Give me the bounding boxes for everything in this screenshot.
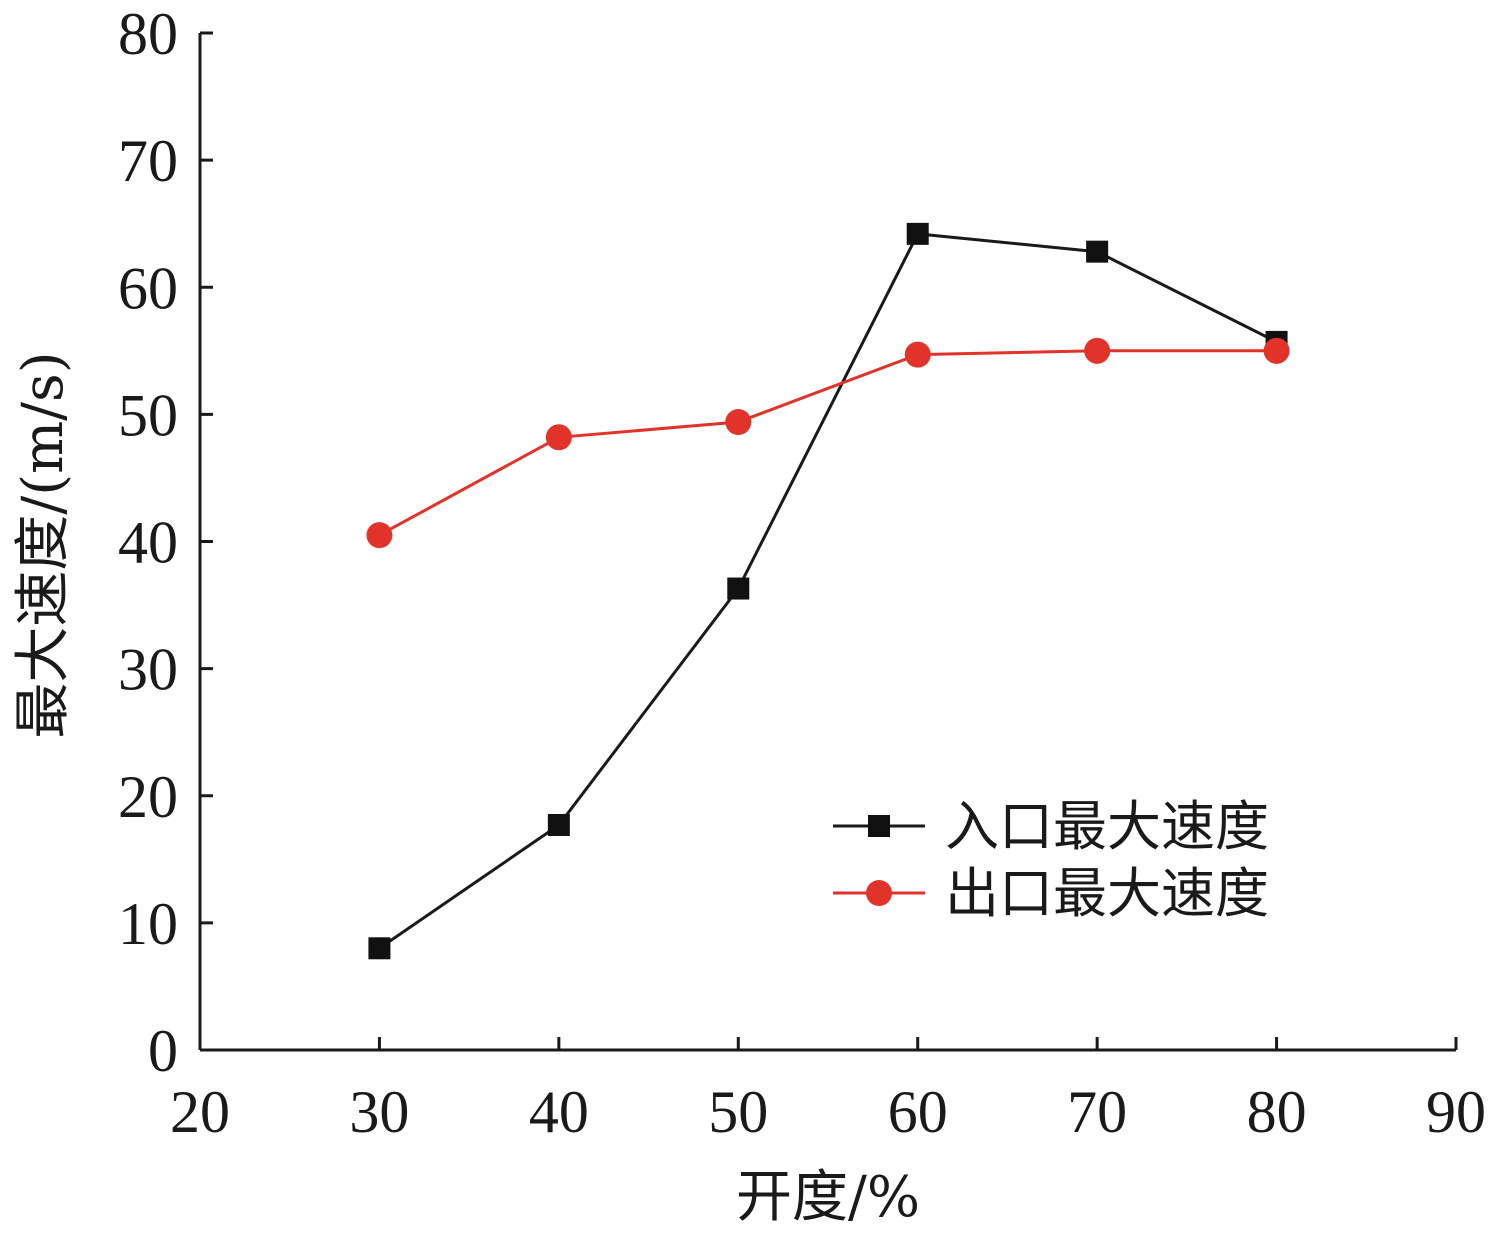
x-tick-label: 30 bbox=[349, 1079, 409, 1145]
data-point-inlet bbox=[368, 937, 391, 960]
x-axis-title: 开度/% bbox=[736, 1165, 920, 1230]
x-tick-label: 50 bbox=[708, 1079, 768, 1145]
x-tick-label: 40 bbox=[529, 1079, 589, 1145]
x-tick-label: 60 bbox=[888, 1079, 948, 1145]
y-tick-label: 30 bbox=[118, 637, 178, 703]
y-axis-title: 最大速度/(m/s) bbox=[11, 351, 76, 738]
legend-item-inlet: 入口最大速度 bbox=[833, 795, 1269, 858]
data-point-inlet bbox=[906, 222, 929, 245]
y-tick-label: 80 bbox=[118, 1, 178, 67]
data-point-outlet bbox=[1084, 337, 1111, 364]
legend-item-outlet: 出口最大速度 bbox=[833, 862, 1269, 925]
data-point-inlet bbox=[1086, 240, 1109, 263]
legend-marker-inlet bbox=[868, 815, 890, 837]
plot-lines bbox=[378, 232, 1278, 950]
data-point-outlet bbox=[904, 341, 931, 368]
data-point-outlet bbox=[725, 409, 752, 436]
tick-labels: 0 10 20 30 40 50 60 70 80 20 30 40 50 60 70 80 90 bbox=[118, 1, 1486, 1145]
legend-label-inlet: 入口最大速度 bbox=[945, 795, 1269, 858]
y-tick-label: 60 bbox=[118, 255, 178, 321]
x-tick-label: 70 bbox=[1067, 1079, 1127, 1145]
data-point-inlet bbox=[727, 577, 750, 600]
y-tick-label: 20 bbox=[118, 764, 178, 830]
legend-marker-outlet bbox=[866, 880, 892, 906]
data-point-outlet bbox=[1263, 337, 1290, 364]
series-line-0 bbox=[378, 232, 1278, 950]
legend: 入口最大速度 出口最大速度 bbox=[833, 795, 1269, 925]
data-point-outlet bbox=[545, 424, 572, 451]
x-tick-label: 20 bbox=[170, 1079, 230, 1145]
markers bbox=[366, 222, 1290, 960]
y-tick-label: 0 bbox=[148, 1018, 178, 1084]
x-tick-label: 80 bbox=[1247, 1079, 1307, 1145]
y-tick-label: 50 bbox=[118, 382, 178, 448]
y-tick-label: 10 bbox=[118, 891, 178, 957]
series-line-1 bbox=[378, 349, 1277, 537]
y-tick-label: 70 bbox=[118, 128, 178, 194]
x-tick-label: 90 bbox=[1426, 1079, 1486, 1145]
data-point-inlet bbox=[547, 813, 570, 836]
legend-label-outlet: 出口最大速度 bbox=[945, 862, 1269, 925]
ticks bbox=[198, 31, 1458, 1052]
y-tick-label: 40 bbox=[118, 510, 178, 576]
data-point-outlet bbox=[366, 522, 393, 549]
